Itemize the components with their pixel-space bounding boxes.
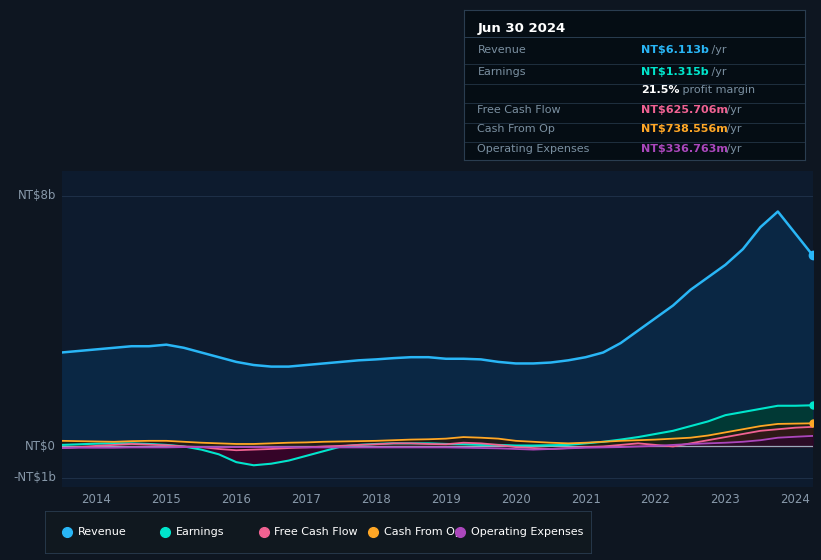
Text: Earnings: Earnings — [177, 527, 225, 536]
Text: NT$336.763m: NT$336.763m — [641, 143, 728, 153]
Text: /yr: /yr — [723, 105, 742, 115]
Text: NT$6.113b: NT$6.113b — [641, 45, 709, 54]
Text: profit margin: profit margin — [678, 85, 754, 95]
Text: NT$625.706m: NT$625.706m — [641, 105, 728, 115]
Text: Free Cash Flow: Free Cash Flow — [478, 105, 561, 115]
Text: Operating Expenses: Operating Expenses — [471, 527, 584, 536]
Text: Earnings: Earnings — [478, 67, 526, 77]
Text: NT$738.556m: NT$738.556m — [641, 124, 727, 134]
Text: Revenue: Revenue — [78, 527, 126, 536]
Text: Free Cash Flow: Free Cash Flow — [274, 527, 358, 536]
Text: -NT$1b: -NT$1b — [13, 472, 56, 484]
Text: NT$8b: NT$8b — [17, 189, 56, 202]
Text: /yr: /yr — [709, 67, 727, 77]
Text: Cash From Op: Cash From Op — [478, 124, 555, 134]
Text: NT$1.315b: NT$1.315b — [641, 67, 709, 77]
Text: Operating Expenses: Operating Expenses — [478, 143, 589, 153]
Text: Cash From Op: Cash From Op — [383, 527, 461, 536]
Text: NT$0: NT$0 — [25, 440, 56, 453]
Text: /yr: /yr — [723, 143, 742, 153]
Text: /yr: /yr — [709, 45, 727, 54]
Text: Jun 30 2024: Jun 30 2024 — [478, 21, 566, 35]
Text: 21.5%: 21.5% — [641, 85, 680, 95]
Text: Revenue: Revenue — [478, 45, 526, 54]
Text: /yr: /yr — [723, 124, 742, 134]
